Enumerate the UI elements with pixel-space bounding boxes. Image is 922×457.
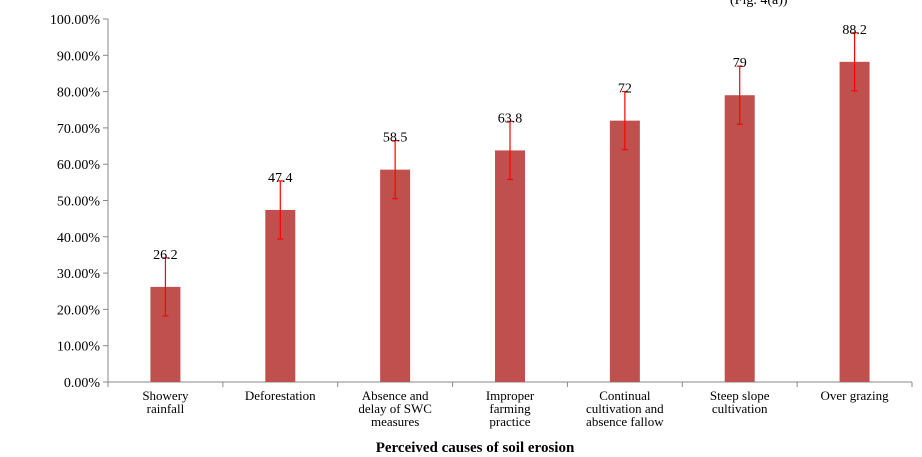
y-tick-label: 70.00% <box>57 122 101 137</box>
y-tick-label: 100.00% <box>50 13 101 28</box>
data-label: 72 <box>618 82 632 97</box>
data-label: 63.8 <box>498 111 523 126</box>
data-label: 79 <box>733 56 747 71</box>
y-tick-label: 20.00% <box>57 303 101 318</box>
top-partial-text: (Fig. 4(a)) <box>730 0 788 8</box>
data-label: 26.2 <box>153 248 178 263</box>
y-tick-label: 50.00% <box>57 195 101 210</box>
x-category-label: Steep slope cultivation <box>710 388 770 416</box>
y-tick-label: 40.00% <box>57 231 101 246</box>
bar <box>380 169 411 382</box>
x-category-label: Improper farming practice <box>486 388 535 429</box>
bar <box>609 120 640 382</box>
bar <box>495 150 525 382</box>
x-category-label: Showery rainfall <box>142 388 189 416</box>
x-category-label: Absence and delay of SWC measures <box>358 388 432 429</box>
bar <box>724 95 755 382</box>
y-tick-label: 0.00% <box>64 376 101 391</box>
bar <box>839 61 870 383</box>
data-label: 88.2 <box>842 23 867 38</box>
x-category-label: Continual cultivation and absence fallow <box>586 388 664 429</box>
y-tick-label: 80.00% <box>57 86 101 101</box>
y-tick-label: 30.00% <box>57 267 101 282</box>
data-label: 47.4 <box>268 171 293 186</box>
data-label: 58.5 <box>383 131 408 146</box>
x-category-label: Over grazing <box>820 388 889 403</box>
y-axis: 0.00% 10.00% 20.00% 30.00% 40.00% 50.00% 60.00… <box>50 13 109 391</box>
x-axis-title: Perceived causes of soil erosion <box>376 440 575 456</box>
y-tick-label: 10.00% <box>57 340 101 355</box>
bars: 26.2 47.4 58.5 63.8 72 79 88.2 <box>150 23 870 383</box>
y-tick-label: 60.00% <box>57 158 101 173</box>
x-axis: Showery rainfall Deforestation Absence and d… <box>107 381 913 429</box>
x-category-label: Deforestation <box>245 388 316 403</box>
y-tick-label: 90.00% <box>57 49 101 64</box>
